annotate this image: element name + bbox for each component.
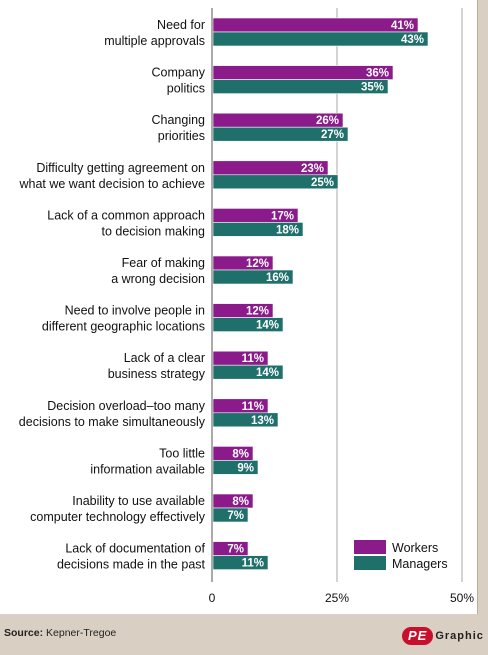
data-label: 11%	[242, 401, 264, 413]
category-label: decisions made in the past	[57, 558, 206, 572]
legend-label-workers: Workers	[392, 541, 438, 555]
chart-panel: 41% 43% Need for multiple approvals 36% 35% Co…	[0, 0, 478, 614]
category-label: Too little	[159, 446, 205, 460]
bar-managers	[212, 412, 279, 428]
legend-swatch-workers	[354, 540, 386, 554]
data-label: 8%	[232, 448, 249, 460]
source-label: Source:	[4, 627, 44, 639]
source-value: Kepner-Tregoe	[46, 627, 117, 639]
x-tick-label: 25%	[325, 591, 349, 605]
category-label: what we want decision to achieve	[18, 177, 205, 191]
bar-managers	[212, 507, 249, 523]
category-label: Changing	[151, 113, 205, 127]
source-note: Source: Kepner-Tregoe	[4, 627, 116, 639]
data-label: 25%	[311, 177, 334, 189]
category-label: multiple approvals	[104, 34, 205, 48]
category-label: business strategy	[108, 367, 206, 381]
data-label: 18%	[276, 224, 299, 236]
data-label: 14%	[256, 367, 279, 379]
legend-swatch-managers	[354, 556, 386, 570]
data-label: 12%	[246, 306, 269, 318]
bar-managers	[212, 174, 339, 190]
category-label: different geographic locations	[42, 320, 205, 334]
data-label: 16%	[266, 272, 289, 284]
data-label: 7%	[227, 510, 244, 522]
data-label: 7%	[227, 544, 244, 556]
data-label: 43%	[401, 34, 424, 46]
category-label: Fear of making	[122, 256, 205, 270]
data-label: 11%	[242, 353, 264, 365]
category-label: Need for	[157, 18, 205, 32]
category-label: to decision making	[101, 224, 205, 238]
legend-label-managers: Managers	[392, 557, 448, 571]
data-label: 23%	[301, 163, 324, 175]
data-label: 36%	[366, 68, 389, 80]
data-label: 17%	[271, 210, 294, 222]
bar-managers	[212, 222, 304, 237]
category-label: Company	[152, 66, 206, 80]
bar-managers	[212, 79, 389, 94]
bar-chart: 41% 43% Need for multiple approvals 36% 35% Co…	[18, 8, 474, 605]
data-label: 27%	[321, 129, 344, 141]
bar-managers	[212, 31, 429, 47]
data-label: 11%	[242, 558, 264, 570]
data-label: 9%	[237, 462, 254, 474]
category-label: a wrong decision	[111, 272, 205, 286]
category-label: Lack of a clear	[124, 351, 205, 365]
data-label: 26%	[316, 115, 339, 127]
data-label: 12%	[246, 258, 269, 270]
bar-managers	[212, 317, 284, 332]
category-label: politics	[167, 82, 205, 96]
category-label: Decision overload–too many	[47, 399, 205, 413]
category-label: decisions to make simultaneously	[19, 415, 206, 429]
logo-text: Graphic	[435, 630, 484, 642]
category-label: Difficulty getting agreement on	[36, 161, 205, 175]
bar-managers	[212, 269, 294, 285]
data-label: 8%	[232, 496, 249, 508]
bar-managers	[212, 126, 349, 142]
category-label: Inability to use available	[72, 494, 205, 508]
x-tick-label: 0	[209, 591, 216, 605]
bar-managers	[212, 555, 269, 570]
x-tick-label: 50%	[450, 591, 474, 605]
logo-mark: PE	[402, 627, 434, 645]
category-label: computer technology effectively	[30, 510, 206, 524]
data-label: 35%	[361, 82, 384, 94]
bar-managers	[212, 364, 284, 380]
category-label: Lack of documentation of	[65, 542, 205, 556]
pe-graphic-logo: PE Graphic	[402, 627, 484, 645]
bar-managers	[212, 460, 259, 475]
category-label: information available	[90, 462, 205, 476]
category-label: priorities	[158, 129, 205, 143]
category-label: Lack of a common approach	[47, 208, 205, 222]
data-label: 13%	[251, 415, 274, 427]
data-label: 41%	[391, 20, 414, 32]
data-label: 14%	[256, 320, 279, 332]
category-label: Need to involve people in	[65, 304, 205, 318]
bar-workers	[212, 17, 419, 33]
